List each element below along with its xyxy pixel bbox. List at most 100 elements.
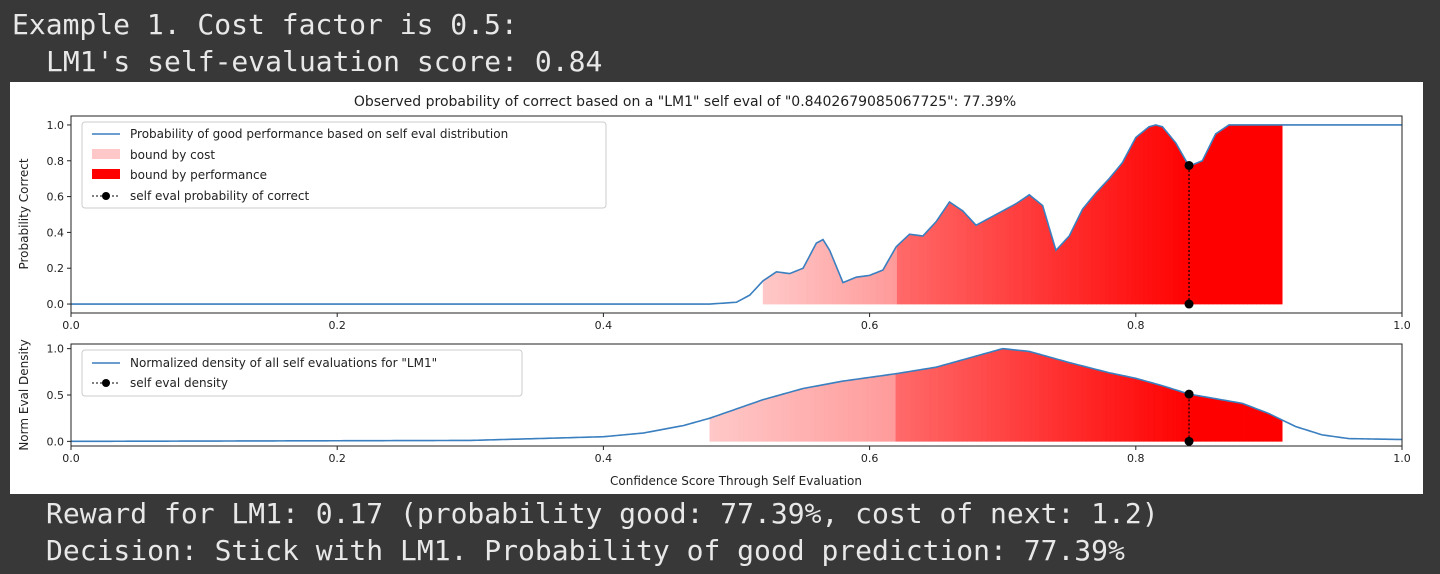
bot-fill-strip — [871, 376, 878, 442]
top-fill-strip — [957, 206, 963, 305]
bot-fill-strip — [1258, 409, 1264, 442]
bot-xtick-label: 0.4 — [595, 452, 613, 465]
chart-svg: Observed probability of correct based on… — [17, 94, 1411, 488]
top-fill-strip — [901, 236, 907, 305]
top-fill-strip — [1255, 124, 1261, 305]
bot-fill-strip — [1153, 382, 1159, 442]
top-fill-strip — [1022, 195, 1028, 305]
bot-fill-strip — [709, 416, 715, 442]
top-fill-strip — [1134, 133, 1140, 305]
bot-ytick-label: 0.0 — [47, 435, 65, 448]
figure: Observed probability of correct based on… — [10, 82, 1423, 494]
bot-fill-strip — [742, 404, 749, 442]
top-fill-strip — [819, 239, 824, 305]
top-fill-strip — [1147, 125, 1153, 305]
bot-marker-bottom — [1184, 436, 1194, 446]
top-fill-strip — [1199, 156, 1205, 305]
bot-fill-strip — [800, 387, 806, 442]
bot-fill-strip — [1114, 373, 1121, 442]
bot-fill-strip — [886, 374, 892, 442]
bot-fill-strip — [909, 370, 916, 442]
top-fill-strip — [953, 204, 959, 305]
bot-fill-strip — [905, 371, 911, 442]
top-fill-strip — [961, 209, 967, 305]
top-fill-strip — [1225, 124, 1231, 305]
bot-xtick-label: 1.0 — [1393, 452, 1411, 465]
bot-fill-strip — [1210, 397, 1216, 442]
bot-fill-strip — [1162, 385, 1169, 442]
bot-fill-strip — [1277, 417, 1283, 442]
top-fill-strip — [1018, 198, 1023, 305]
bot-fill-strip — [824, 383, 830, 442]
bottom-legend: Normalized density of all self evaluatio… — [81, 349, 523, 397]
top-legend-item-3: bound by performance — [130, 168, 267, 182]
bot-fill-strip — [828, 382, 835, 442]
bot-fill-strip — [1253, 407, 1259, 442]
bot-fill-strip — [1067, 361, 1073, 442]
top-y-ticks: 0.0 0.2 0.4 0.6 0.8 1.0 — [47, 119, 71, 311]
bot-fill-strip — [1052, 357, 1059, 442]
top-fill-strip — [1005, 206, 1010, 305]
bot-fill-strip — [838, 380, 844, 442]
top-ytick-label: 0.8 — [47, 155, 65, 168]
bot-fill-strip — [933, 366, 940, 442]
bot-fill-strip — [1048, 356, 1054, 442]
bot-fill-strip — [1134, 377, 1140, 442]
top-xtick-label: 0.6 — [861, 319, 879, 332]
bot-fill-strip — [1267, 412, 1273, 442]
top-fill-strip — [1100, 182, 1106, 305]
bot-fill-strip — [762, 398, 768, 442]
top-fill-strip — [1217, 129, 1222, 305]
bot-fill-strip — [1167, 386, 1173, 442]
bot-fill-strip — [809, 385, 816, 442]
bot-fill-strip — [866, 376, 873, 442]
top-fill-strip — [896, 241, 902, 305]
top-legend-cost-swatch — [92, 149, 120, 159]
top-fill-strip — [992, 213, 998, 305]
top-fill-strip — [1121, 154, 1127, 305]
bot-fill-strip — [862, 377, 868, 442]
bot-fill-strip — [852, 378, 859, 442]
bot-fill-strip — [776, 394, 782, 442]
top-fill-strip — [996, 211, 1002, 305]
bot-fill-strip — [1062, 360, 1068, 442]
bottom-legend-item-1: Normalized density of all self evaluatio… — [130, 356, 437, 370]
top-fill-strip — [788, 271, 794, 305]
bot-fill-strip — [952, 360, 959, 442]
top-fill-strip — [879, 266, 885, 305]
top-fill-strip — [979, 220, 985, 305]
top-fill-strip — [1026, 194, 1032, 305]
top-fill-strip — [1182, 153, 1188, 305]
bot-fill-strip — [1024, 350, 1030, 442]
top-fill-strip — [853, 276, 859, 305]
bot-fill-strip — [1038, 353, 1045, 442]
bot-fill-strip — [1262, 410, 1269, 442]
top-ytick-label: 0.4 — [47, 226, 65, 239]
top-fill-strip — [940, 207, 946, 305]
bot-fill-strip — [890, 373, 897, 442]
bot-fill-strip — [714, 414, 720, 442]
bot-fill-strip — [790, 390, 797, 442]
bot-xtick-label: 0.8 — [1127, 452, 1145, 465]
top-fill-strip — [1095, 187, 1101, 305]
top-self-eval-marker — [1184, 160, 1194, 309]
top-legend-marker-dot — [102, 192, 110, 200]
bot-fill-strip — [1143, 380, 1149, 442]
top-fill-strip — [1264, 124, 1270, 305]
top-fill-strip — [1230, 124, 1235, 305]
console-line-4: Decision: Stick with LM1. Probability of… — [46, 534, 1125, 567]
bot-fill-strip — [1124, 375, 1130, 442]
top-chart-title: Observed probability of correct based on… — [354, 94, 1016, 110]
top-fill-strip — [1013, 201, 1019, 305]
top-fill-strip — [987, 215, 993, 305]
top-fill-strip — [892, 244, 898, 305]
bottom-x-ticks: 0.0 0.2 0.4 0.6 0.8 1.0 — [62, 446, 1411, 465]
top-fill-strip — [935, 214, 941, 305]
bot-fill-strip — [723, 411, 730, 442]
top-fill-strip — [1268, 124, 1274, 305]
bot-fill-strip — [900, 371, 906, 442]
bot-fill-strip — [1196, 394, 1202, 442]
bot-fill-strip — [1110, 372, 1116, 442]
top-xtick-label: 1.0 — [1393, 319, 1411, 332]
top-fill-strip — [974, 222, 980, 305]
